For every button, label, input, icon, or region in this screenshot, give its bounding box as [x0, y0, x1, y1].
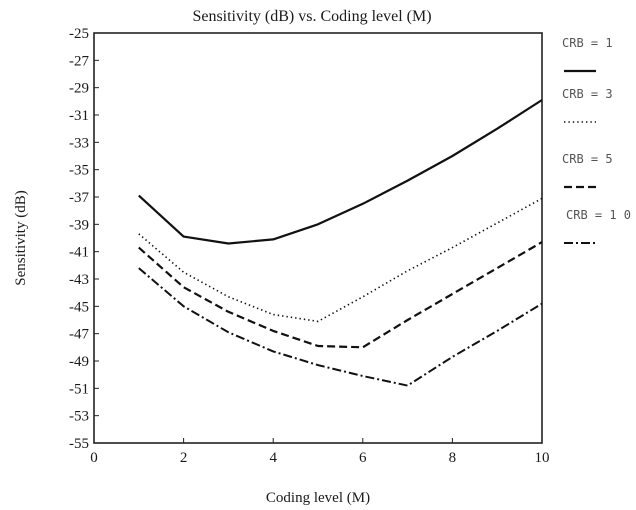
y-tick-label: -45	[69, 299, 89, 315]
x-axis-label: Coding level (M)	[266, 490, 370, 506]
legend: CRB = 1 CRB = 3 CRB = 5 CRB = 1 0	[562, 36, 631, 244]
legend-label: CRB = 1 0	[566, 208, 631, 222]
legend-label: CRB = 5	[562, 152, 613, 166]
y-tick-label: -31	[69, 108, 89, 124]
y-tick-label: -37	[69, 190, 89, 206]
data-point-crb-1-0	[138, 267, 140, 269]
data-point-crb-1-0	[452, 356, 454, 358]
y-tick-label: -43	[69, 272, 89, 288]
y-tick-label: -35	[69, 163, 89, 179]
x-tick-label: 0	[90, 450, 98, 466]
data-point-crb-3	[407, 270, 409, 272]
y-tick-label: -53	[69, 409, 89, 425]
data-point-crb-3	[183, 271, 185, 273]
y-axis-ticks: -25 -27 -29 -31 -33 -35 -37 -39 -41 -43 -45 -47 -49 -…	[69, 26, 99, 452]
series-line-crb-5	[138, 241, 543, 349]
x-tick-label: 8	[449, 450, 457, 466]
series-layer	[138, 99, 543, 387]
x-axis-ticks: 0 2 4 6 8 10	[90, 438, 550, 466]
y-tick-label: -55	[69, 436, 89, 452]
data-point-crb-1	[496, 128, 498, 130]
y-tick-label: -49	[69, 354, 89, 370]
series-line-crb-1	[138, 99, 543, 245]
y-tick-label: -25	[69, 26, 89, 42]
data-point-crb-1	[183, 236, 185, 238]
y-tick-label: -47	[69, 327, 89, 343]
data-point-crb-1-0	[317, 364, 319, 366]
plot-frame	[93, 32, 543, 444]
data-point-crb-3	[138, 233, 140, 235]
data-point-crb-5	[138, 247, 140, 249]
x-tick-label: 6	[359, 450, 367, 466]
data-point-crb-3	[496, 222, 498, 224]
data-point-crb-1-0	[272, 351, 274, 353]
data-point-crb-1	[362, 203, 364, 205]
data-point-crb-1-0	[407, 385, 409, 387]
y-tick-label: -33	[69, 135, 89, 151]
y-tick-label: -41	[69, 245, 89, 261]
data-point-crb-5	[228, 311, 230, 313]
data-point-crb-5	[407, 319, 409, 321]
data-point-crb-1-0	[496, 330, 498, 332]
data-point-crb-1-0	[541, 303, 543, 305]
y-tick-label: -39	[69, 217, 89, 233]
data-point-crb-3	[541, 198, 543, 200]
data-point-crb-1	[541, 99, 543, 101]
data-point-crb-5	[183, 286, 185, 288]
data-point-crb-1	[407, 180, 409, 182]
data-point-crb-5	[541, 241, 543, 243]
legend-label: CRB = 1	[562, 36, 613, 50]
data-point-crb-1	[452, 155, 454, 157]
series-line-crb-1-0	[138, 267, 543, 387]
data-point-crb-5	[452, 293, 454, 295]
y-axis-label: Sensitivity (dB)	[13, 190, 29, 285]
y-tick-label: -27	[69, 53, 89, 69]
data-point-crb-5	[362, 347, 364, 349]
data-point-crb-1	[228, 243, 230, 245]
data-point-crb-1-0	[362, 375, 364, 377]
data-point-crb-3	[228, 296, 230, 298]
data-point-crb-3	[317, 321, 319, 323]
y-tick-label: -51	[69, 381, 89, 397]
data-point-crb-1	[138, 195, 140, 197]
data-point-crb-1-0	[228, 332, 230, 334]
y-tick-label: -29	[69, 81, 89, 97]
data-point-crb-3	[362, 296, 364, 298]
x-tick-label: 4	[269, 450, 277, 466]
series-line-crb-3	[138, 197, 543, 323]
data-point-crb-5	[272, 330, 274, 332]
legend-label: CRB = 3	[562, 87, 613, 101]
x-tick-label: 10	[535, 450, 550, 466]
chart-title: Sensitivity (dB) vs. Coding level (M)	[192, 8, 431, 25]
x-tick-label: 2	[180, 450, 188, 466]
data-point-crb-1	[272, 239, 274, 241]
data-point-crb-5	[317, 345, 319, 347]
data-point-crb-3	[272, 314, 274, 316]
data-point-crb-3	[452, 247, 454, 249]
data-point-crb-5	[496, 267, 498, 269]
data-point-crb-1-0	[183, 306, 185, 308]
data-point-crb-1	[317, 224, 319, 226]
